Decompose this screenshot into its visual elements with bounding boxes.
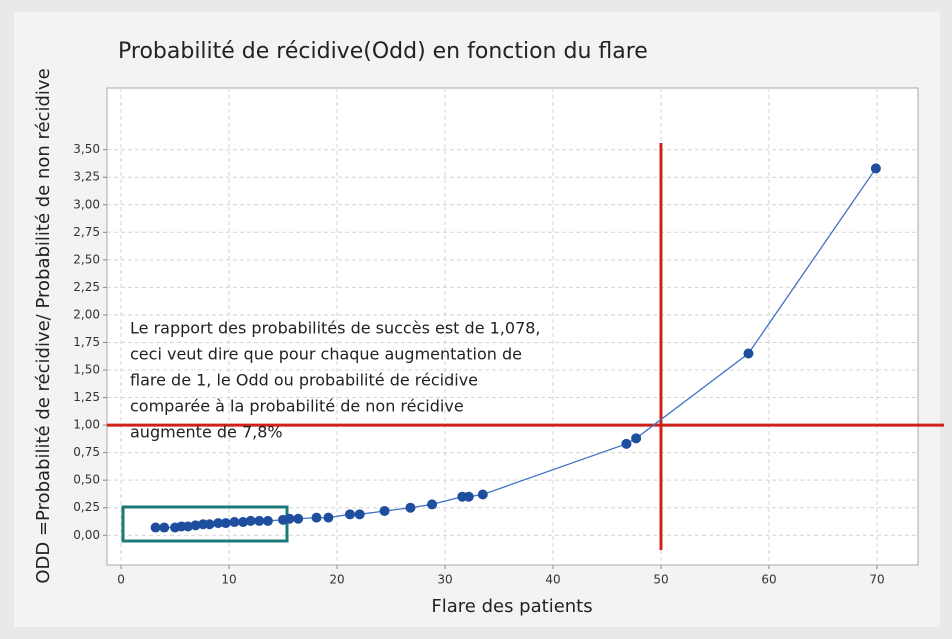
plot: 0,00 0,25 0,50 0,75 1,00 1,25 1,50 1,75 2,00 2,25… [73, 88, 944, 587]
x-tick-label: 50 [653, 573, 668, 587]
data-point [621, 438, 632, 449]
data-point [254, 515, 265, 526]
y-tick-label: 2,25 [73, 280, 100, 294]
y-axis-label: ODD =Probabilité de récidive/ Probabilit… [33, 68, 54, 583]
data-point [159, 522, 170, 533]
annotation: ceci veut dire que pour chaque augmentat… [130, 345, 522, 364]
annotation: comparée à la probabilité de non récidiv… [130, 397, 464, 416]
data-point [463, 491, 474, 502]
y-tick-label: 3,25 [73, 170, 100, 184]
data-point [150, 522, 161, 533]
x-tick-label: 30 [437, 573, 452, 587]
data-point [245, 515, 256, 526]
data-point [379, 506, 390, 517]
data-point [284, 513, 295, 524]
chart-title: Probabilité de récidive(Odd) en fonction… [118, 39, 648, 64]
x-tick-label: 60 [761, 573, 776, 587]
plot-area [106, 87, 919, 566]
data-point [477, 489, 488, 500]
x-tick-label: 0 [117, 573, 125, 587]
data-point [220, 518, 231, 529]
y-tick-label: 0,00 [73, 528, 100, 542]
data-point [323, 512, 334, 523]
x-tick-label: 70 [869, 573, 884, 587]
highlight-box [121, 505, 289, 543]
y-tick-label: 2,75 [73, 225, 100, 239]
x-axis-label: Flare des patients [431, 596, 592, 617]
y-tick-label: 1,50 [73, 363, 100, 377]
data-point [238, 517, 249, 528]
data-point [293, 513, 304, 524]
x-tick-label: 40 [545, 573, 560, 587]
data-point [229, 517, 240, 528]
annotation: Le rapport des probabilités de succès es… [130, 319, 541, 338]
data-point [354, 509, 365, 520]
y-tick-label: 3,50 [73, 142, 100, 156]
y-tick-label: 3,00 [73, 197, 100, 211]
y-tick-label: 2,00 [73, 307, 100, 321]
data-point [190, 520, 201, 531]
y-tick-label: 0,75 [73, 445, 100, 459]
data-point [182, 521, 193, 532]
data-point [204, 519, 215, 530]
data-point [427, 499, 438, 510]
annotation: augmente de 7,8% [130, 423, 283, 442]
y-tick-label: 0,50 [73, 473, 100, 487]
y-tick-label: 1,25 [73, 390, 100, 404]
data-point [262, 515, 273, 526]
data-point [344, 509, 355, 520]
y-tick-label: 2,50 [73, 252, 100, 266]
data-point [213, 518, 224, 529]
y-tick-label: 1,00 [73, 418, 100, 432]
y-tick-label: 0,25 [73, 500, 100, 514]
data-point [870, 163, 881, 174]
data-point [743, 348, 754, 359]
x-tick-label: 20 [329, 573, 344, 587]
x-tick-label: 10 [221, 573, 236, 587]
y-tick-label: 1,75 [73, 335, 100, 349]
data-point [631, 433, 642, 444]
data-point [405, 502, 416, 513]
data-point [311, 512, 322, 523]
annotation: flare de 1, le Odd ou probabilité de réc… [130, 371, 478, 390]
